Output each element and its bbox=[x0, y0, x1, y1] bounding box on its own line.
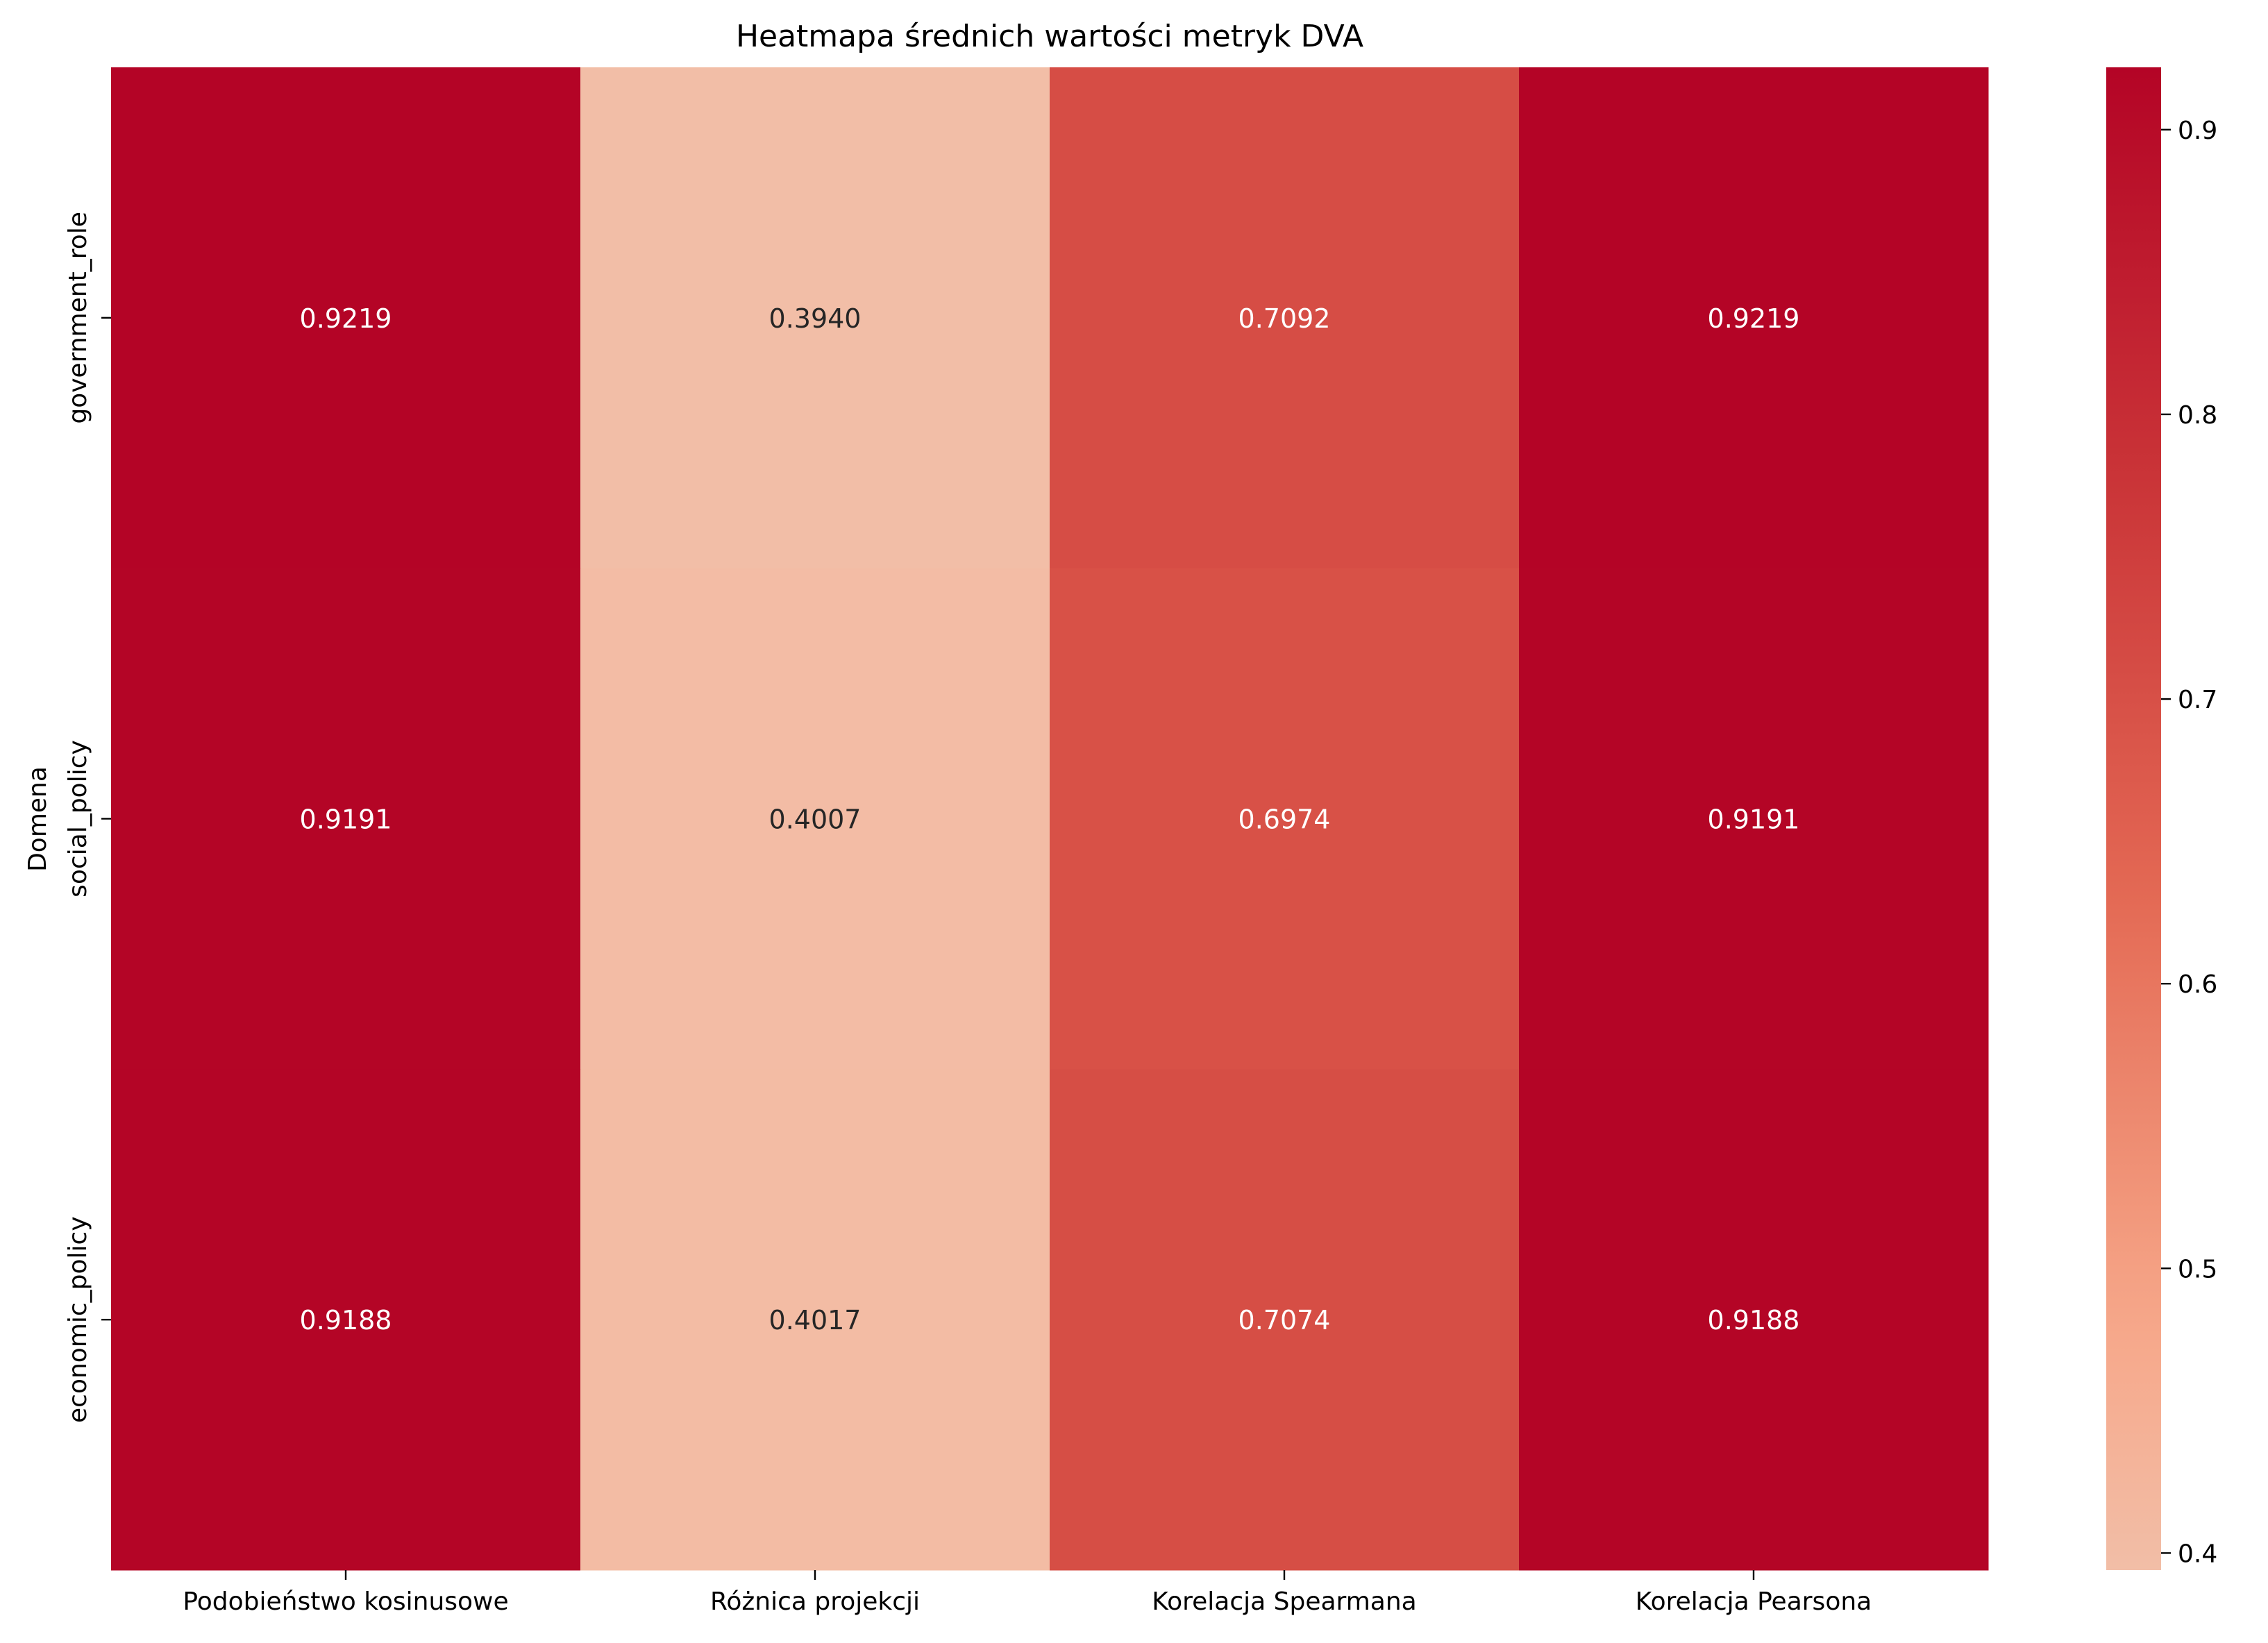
colorbar-gradient bbox=[2106, 67, 2161, 1570]
colorbar-tick-label: 0.9 bbox=[2178, 117, 2217, 145]
cell-value-label: 0.7092 bbox=[1238, 303, 1331, 334]
heatmap-cell bbox=[1050, 67, 1520, 569]
colorbar: 0.4 0.5 0.6 0.7 0.8 0.9 bbox=[2106, 67, 2217, 1570]
x-tick-label: Korelacja Pearsona bbox=[1636, 1587, 1872, 1616]
cell-value-label: 0.9219 bbox=[1708, 303, 1800, 334]
y-tick-label: economic_policy bbox=[64, 1216, 92, 1423]
colorbar-tick-label: 0.7 bbox=[2178, 686, 2217, 714]
cell-value-label: 0.9191 bbox=[300, 804, 392, 835]
x-tick-label: Podobieństwo kosinusowe bbox=[183, 1587, 508, 1616]
cell-value-label: 0.9188 bbox=[1708, 1305, 1800, 1336]
y-tick-label: government_role bbox=[64, 212, 92, 424]
cell-value-label: 0.7074 bbox=[1238, 1305, 1331, 1336]
heatmap-cell bbox=[1519, 568, 1989, 1070]
y-axis-label: Domena bbox=[24, 766, 52, 872]
colorbar-tick-label: 0.6 bbox=[2178, 970, 2217, 999]
colorbar-tick-label: 0.5 bbox=[2178, 1255, 2217, 1283]
heatmap-cell-labels: 0.9219 0.3940 0.7092 0.9219 0.9191 0.4007 0.69… bbox=[300, 303, 1800, 1336]
cell-value-label: 0.9219 bbox=[300, 303, 392, 334]
x-axis: Podobieństwo kosinusowe Różnica projekcji… bbox=[183, 1570, 1872, 1616]
cell-value-label: 0.4007 bbox=[769, 804, 862, 835]
heatmap-cell bbox=[580, 568, 1050, 1070]
cell-value-label: 0.6974 bbox=[1238, 804, 1331, 835]
heatmap-cell bbox=[580, 67, 1050, 569]
heatmap-cell bbox=[580, 1069, 1050, 1571]
y-axis: government_role social_policy economic_pol… bbox=[64, 212, 111, 1423]
heatmap-cell bbox=[1050, 1069, 1520, 1571]
x-tick-label: Korelacja Spearmana bbox=[1152, 1587, 1416, 1616]
heatmap-cell bbox=[1519, 1069, 1989, 1571]
chart-title: Heatmapa średnich wartości metryk DVA bbox=[736, 19, 1363, 54]
heatmap-cell bbox=[111, 568, 581, 1070]
heatmap-cell bbox=[111, 67, 581, 569]
heatmap-cell bbox=[111, 1069, 581, 1571]
y-tick-label: social_policy bbox=[64, 740, 92, 898]
cell-value-label: 0.9191 bbox=[1708, 804, 1800, 835]
cell-value-label: 0.3940 bbox=[769, 303, 862, 334]
cell-value-label: 0.9188 bbox=[300, 1305, 392, 1336]
colorbar-tick-label: 0.4 bbox=[2178, 1540, 2217, 1568]
heatmap-cell bbox=[1519, 67, 1989, 569]
cell-value-label: 0.4017 bbox=[769, 1305, 862, 1336]
heatmap-cell bbox=[1050, 568, 1520, 1070]
heatmap-cells bbox=[111, 67, 1989, 1571]
x-tick-label: Różnica projekcji bbox=[710, 1587, 920, 1616]
colorbar-tick-label: 0.8 bbox=[2178, 401, 2217, 430]
